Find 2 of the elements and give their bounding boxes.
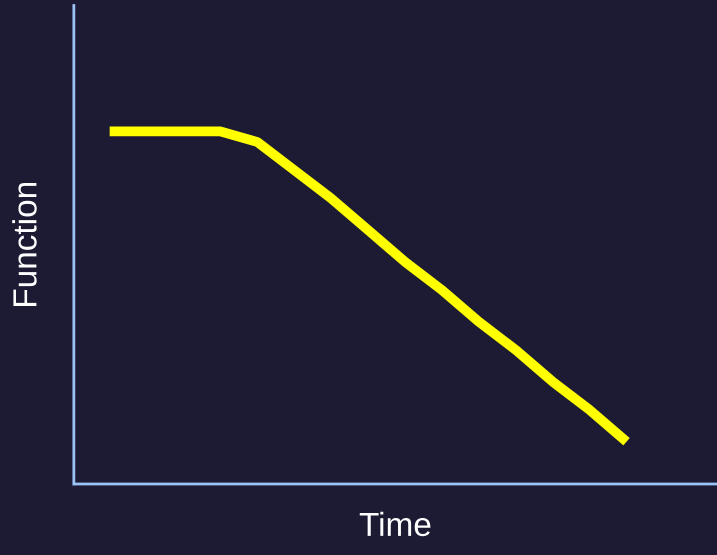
y-axis-title: Function	[12, 182, 37, 306]
x-axis-title: Time	[360, 512, 430, 536]
